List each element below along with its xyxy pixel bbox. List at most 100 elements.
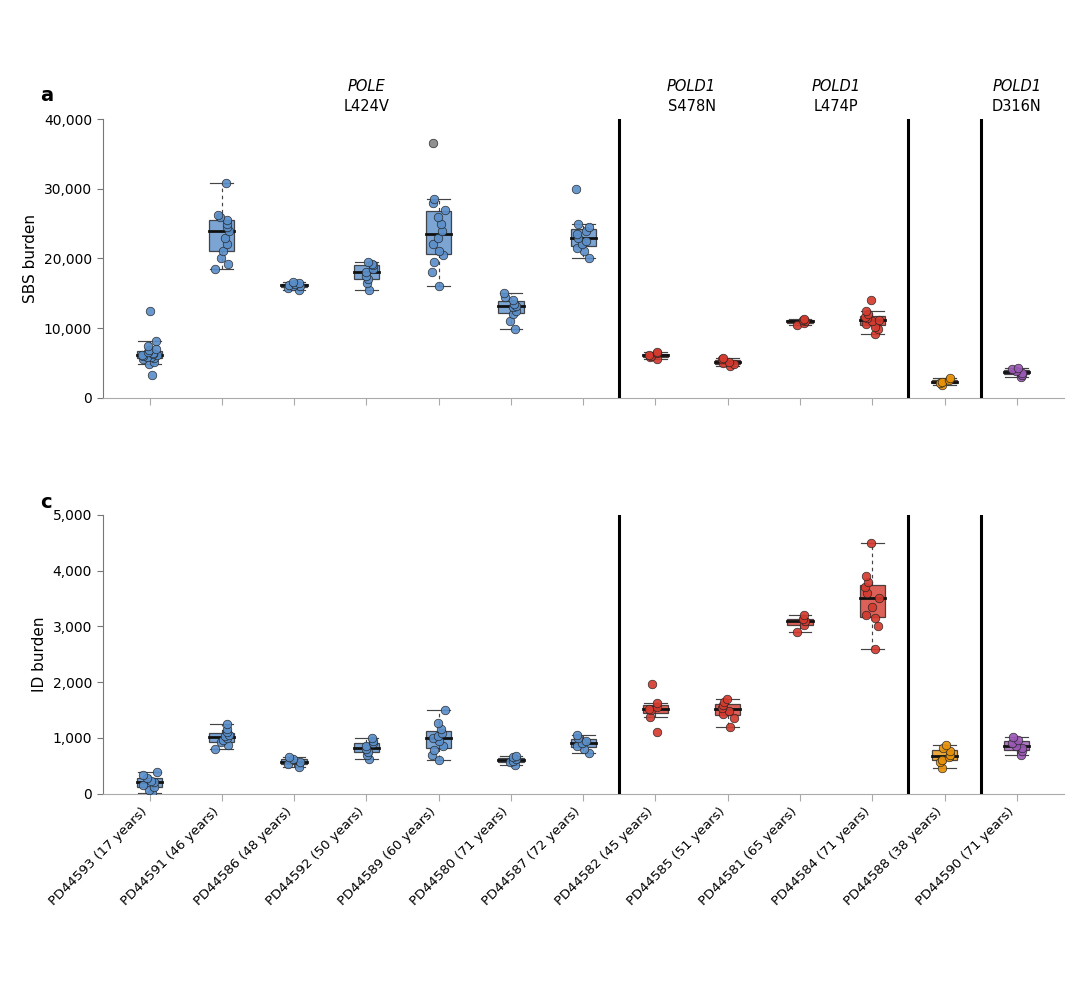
- Point: [430, 752, 447, 768]
- Point: [213, 734, 230, 750]
- Point: [145, 346, 162, 362]
- Point: [501, 755, 518, 771]
- Point: [721, 358, 739, 374]
- Point: [220, 726, 238, 742]
- Point: [146, 353, 163, 369]
- Point: [357, 738, 375, 754]
- Point: [284, 751, 301, 767]
- Point: [942, 747, 959, 763]
- Point: [859, 585, 876, 601]
- Point: [866, 610, 883, 626]
- Point: [1013, 369, 1030, 385]
- Point: [504, 300, 522, 315]
- Point: [426, 191, 443, 207]
- Point: [431, 733, 448, 749]
- Point: [581, 746, 598, 762]
- Bar: [860, 315, 885, 325]
- Point: [937, 737, 955, 753]
- Y-axis label: ID burden: ID burden: [32, 616, 48, 692]
- Bar: [932, 750, 957, 760]
- Point: [507, 321, 524, 337]
- Bar: [1004, 370, 1029, 374]
- Point: [496, 286, 513, 302]
- Bar: [137, 351, 162, 358]
- Point: [642, 702, 659, 718]
- Point: [218, 716, 235, 732]
- Point: [648, 724, 665, 740]
- Point: [932, 375, 949, 391]
- Point: [940, 372, 957, 388]
- Point: [860, 573, 877, 589]
- Point: [360, 272, 377, 288]
- Point: [357, 275, 375, 291]
- Point: [361, 751, 378, 767]
- Point: [292, 754, 309, 770]
- Point: [140, 342, 158, 358]
- Bar: [643, 705, 669, 713]
- Text: c: c: [40, 493, 52, 512]
- Point: [858, 303, 875, 318]
- Point: [148, 347, 165, 363]
- Point: [715, 350, 732, 366]
- Bar: [570, 229, 596, 246]
- Point: [856, 310, 874, 325]
- Point: [788, 316, 806, 332]
- Point: [134, 346, 151, 362]
- Bar: [570, 739, 596, 747]
- Bar: [1004, 741, 1029, 750]
- Point: [140, 782, 158, 798]
- Point: [359, 254, 376, 270]
- Point: [794, 611, 811, 627]
- Point: [146, 775, 163, 791]
- Point: [866, 641, 883, 657]
- Point: [797, 613, 814, 629]
- Point: [714, 700, 731, 716]
- Point: [941, 743, 958, 759]
- Text: D316N: D316N: [991, 98, 1042, 114]
- Text: POLD1: POLD1: [993, 79, 1041, 94]
- Point: [146, 350, 163, 366]
- Point: [1010, 360, 1027, 376]
- Point: [218, 215, 235, 231]
- Bar: [498, 302, 524, 313]
- Point: [218, 724, 235, 740]
- Point: [292, 279, 309, 295]
- Point: [573, 236, 591, 252]
- Point: [218, 236, 235, 252]
- Point: [648, 695, 665, 711]
- Point: [714, 706, 731, 722]
- Bar: [932, 380, 957, 383]
- Bar: [210, 733, 234, 742]
- Point: [580, 219, 597, 235]
- Point: [139, 344, 157, 360]
- Point: [575, 243, 592, 259]
- Point: [424, 236, 442, 252]
- Y-axis label: SBS burden: SBS burden: [24, 214, 39, 303]
- Point: [280, 756, 297, 772]
- Point: [364, 261, 381, 277]
- Point: [431, 243, 448, 259]
- Point: [144, 368, 161, 384]
- Point: [858, 607, 875, 623]
- Bar: [426, 211, 451, 254]
- Point: [719, 690, 737, 706]
- Point: [1010, 732, 1027, 748]
- Point: [148, 765, 165, 781]
- Point: [796, 311, 813, 327]
- Point: [856, 579, 874, 595]
- Point: [433, 725, 450, 741]
- Point: [570, 215, 588, 231]
- Point: [578, 733, 595, 749]
- Point: [642, 349, 659, 365]
- Point: [568, 226, 585, 242]
- Point: [280, 277, 297, 293]
- Point: [360, 744, 377, 760]
- Point: [140, 356, 158, 372]
- Point: [215, 731, 232, 747]
- Point: [505, 296, 523, 311]
- Point: [218, 212, 235, 228]
- Bar: [643, 353, 669, 357]
- Point: [145, 345, 162, 361]
- Point: [432, 721, 449, 737]
- Point: [504, 749, 522, 765]
